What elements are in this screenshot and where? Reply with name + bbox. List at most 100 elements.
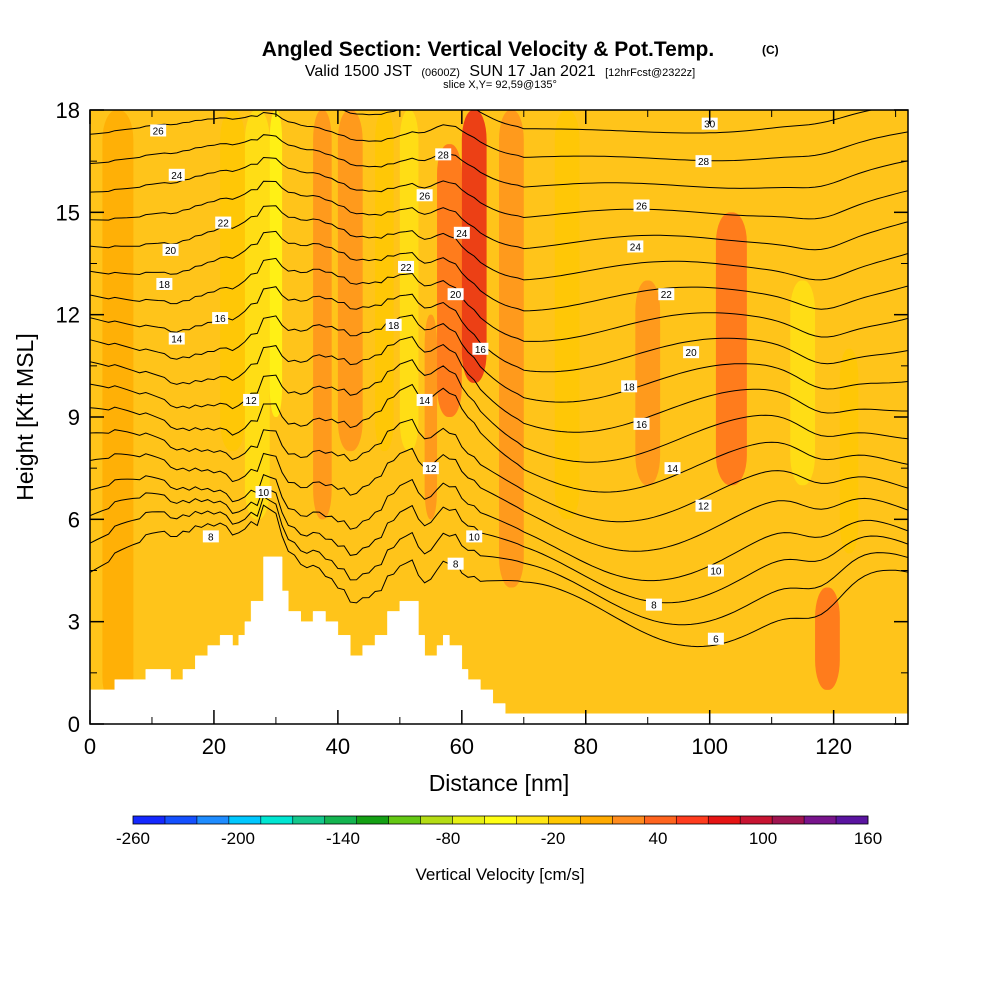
potential-temperature-contours	[90, 110, 908, 648]
x-tick-label: 40	[326, 734, 350, 759]
colorbar-swatch	[516, 816, 549, 824]
contour-label-bg	[658, 288, 675, 301]
colorbar-swatch	[644, 816, 677, 824]
contour-label-text: 10	[469, 532, 481, 543]
contour-label: 18	[621, 380, 638, 393]
contour-label: 14	[168, 332, 185, 346]
colorbar-swatch	[260, 816, 294, 824]
velocity-band	[499, 110, 524, 588]
contour-label-text: 12	[425, 464, 437, 475]
velocity-band	[815, 587, 840, 690]
isentrope-line	[90, 111, 908, 162]
isentrope-line	[90, 156, 908, 220]
contour-label-text: 18	[388, 321, 400, 332]
colorbar-tick-label: -200	[221, 829, 255, 848]
contour-label-bg	[168, 332, 185, 345]
isentrope-line	[90, 486, 908, 604]
velocity-band	[461, 110, 487, 383]
colorbar-swatch	[228, 816, 262, 824]
isentrope-line	[90, 314, 908, 403]
contour-label-text: 24	[630, 242, 642, 253]
contour-label-bg	[683, 346, 700, 359]
colorbar-swatch	[708, 816, 741, 824]
chart-subtitle: Valid 1500 JST (0600Z) SUN 17 Jan 2021 […	[305, 63, 695, 80]
colorbar-swatch	[548, 816, 581, 824]
contour-label: 10	[255, 486, 272, 499]
colorbar-frame	[132, 815, 869, 825]
colorbar-swatch	[164, 816, 198, 824]
isentrope-line	[90, 474, 908, 582]
contour-label-bg	[156, 277, 173, 290]
y-axis-label: Height [Kft MSL]	[12, 333, 38, 500]
colorbar-swatch	[292, 816, 326, 824]
contour-label-text: 30	[704, 120, 716, 131]
contour-label: 20	[447, 288, 464, 301]
subtitle-valid: Valid 1500 JST	[305, 63, 413, 80]
contour-label-bg	[707, 632, 724, 645]
colorbar	[132, 815, 869, 825]
colorbar-swatch	[740, 816, 773, 824]
isentrope-line	[90, 359, 908, 463]
contour-label-bg	[398, 260, 415, 273]
colorbar-ticks: -260 -200 -140 -80 -20 40 100 160	[116, 829, 882, 848]
contour-label-bg	[215, 216, 232, 229]
velocity-band	[437, 144, 462, 417]
plot-area: 26 24 22 20 18 16 14 12 10 8 28 26 24 22 20 18 16 14 12 10 8…	[90, 110, 908, 724]
x-tick-label: 0	[84, 734, 96, 759]
contour-label: 16	[472, 342, 489, 356]
colorbar-swatch	[772, 816, 805, 824]
contour-label-text: 22	[400, 263, 412, 274]
contour-label: 12	[422, 462, 439, 475]
y-tick-label: 6	[68, 507, 80, 532]
contour-label-bg	[633, 417, 650, 430]
contour-label-bg	[453, 226, 470, 239]
colorbar-swatch	[196, 816, 230, 824]
colorbar-tick-label: -260	[116, 829, 150, 848]
contour-label: 6	[707, 632, 724, 646]
contour-label: 18	[156, 277, 173, 291]
contour-label: 22	[658, 288, 675, 301]
contour-label-text: 16	[475, 345, 487, 356]
colorbar-tick-label: 100	[749, 829, 777, 848]
contour-label: 20	[162, 243, 179, 257]
contour-label: 12	[243, 393, 260, 407]
contour-label-bg	[416, 393, 433, 406]
isentrope-line	[338, 110, 874, 134]
contour-label-text: 24	[456, 229, 468, 240]
chart-title: Angled Section: Vertical Velocity & Pot.…	[262, 38, 714, 61]
colorbar-swatch	[452, 816, 485, 824]
y-tick-label: 12	[56, 303, 80, 328]
contour-label-text: 26	[636, 202, 648, 213]
y-tick-label: 3	[68, 610, 80, 635]
y-axis-ticks: 0 3 6 9 12 15 18	[56, 98, 908, 737]
contour-label: 14	[416, 393, 433, 407]
subtitle-date: SUN 17 Jan 2021	[469, 63, 595, 80]
isentrope-line	[90, 134, 908, 189]
contour-label: 20	[683, 346, 700, 359]
contour-label-text: 6	[713, 635, 719, 646]
contour-label-text: 16	[636, 420, 648, 431]
velocity-band	[790, 280, 816, 486]
contour-label-text: 20	[165, 246, 177, 257]
contour-label-text: 8	[208, 532, 214, 543]
isentrope-line	[90, 495, 908, 626]
contour-label: 18	[385, 318, 402, 332]
y-tick-label: 18	[56, 98, 80, 123]
contour-label: 26	[150, 124, 167, 137]
x-tick-label: 100	[691, 734, 728, 759]
contour-label-bg	[416, 189, 433, 202]
contour-label: 10	[466, 530, 483, 543]
colorbar-swatch	[484, 816, 517, 824]
contour-label: 24	[627, 240, 644, 253]
contour-label-text: 14	[171, 335, 183, 346]
isentrope-line	[90, 257, 908, 342]
contour-label: 28	[695, 155, 712, 168]
chart-title-tag: (C)	[762, 43, 779, 57]
contour-label-bg	[243, 393, 260, 406]
contour-label-text: 28	[698, 157, 710, 168]
contour-label-text: 22	[218, 219, 230, 230]
colorbar-label: Vertical Velocity [cm/s]	[415, 865, 584, 884]
contour-label-bg	[447, 288, 464, 301]
contour-label-text: 8	[651, 601, 657, 612]
colorbar-swatch	[836, 816, 869, 824]
